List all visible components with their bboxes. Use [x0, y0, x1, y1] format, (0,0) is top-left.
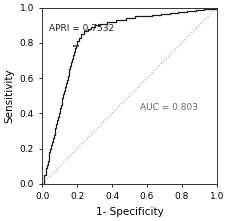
Text: APRI = 0.7532: APRI = 0.7532: [49, 24, 114, 32]
Text: AUC = 0.803: AUC = 0.803: [139, 103, 197, 112]
Y-axis label: Sensitivity: Sensitivity: [4, 69, 14, 123]
X-axis label: 1- Specificity: 1- Specificity: [95, 207, 163, 217]
